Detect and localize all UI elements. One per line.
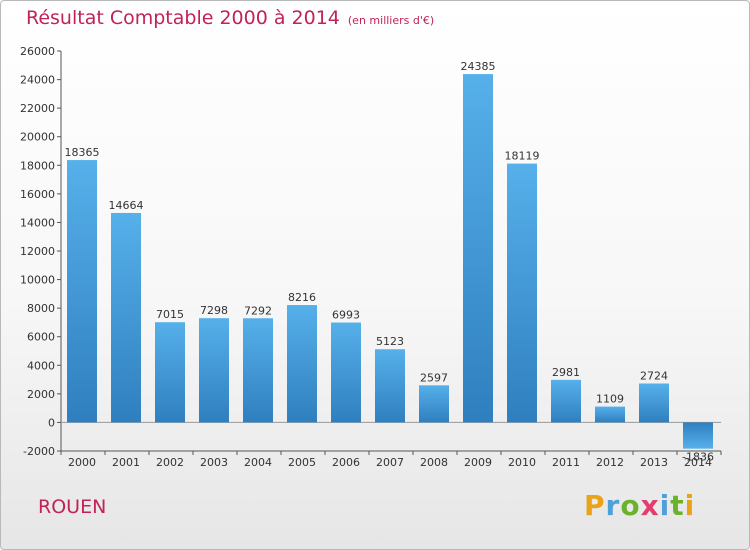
x-axis-ticks: 2000 2001 2002 2003 2004 2005 2006 2007 2008 2009… xyxy=(60,451,722,469)
bar-2011 xyxy=(551,379,581,423)
y-tick-label: 10000 xyxy=(20,274,55,287)
proxiti-logo[interactable]: Proxiti xyxy=(584,489,695,522)
y-axis-ticks: -2000 0 2000 4000 6000 8000 10000 12000 14000 160… xyxy=(20,45,61,458)
logo-letter: i xyxy=(684,489,696,522)
y-tick-label: -2000 xyxy=(23,445,55,458)
x-tick-label: 2002 xyxy=(156,456,184,469)
bar-value-label: 8216 xyxy=(288,291,316,304)
x-tick-label: 2003 xyxy=(200,456,228,469)
bar-value-labels: 18365 14664 7015 7298 7292 8216 6993 5123 2597 24… xyxy=(65,60,714,464)
bar-2008 xyxy=(419,385,449,423)
bar-2006 xyxy=(331,322,361,423)
bar-2004 xyxy=(243,318,273,423)
logo-letter: i xyxy=(659,489,671,522)
x-tick-label: 2014 xyxy=(684,456,712,469)
bar-2009 xyxy=(463,74,493,423)
bar-value-label: 14664 xyxy=(109,199,144,212)
bar-2014 xyxy=(683,422,713,449)
y-tick-label: 0 xyxy=(48,416,55,429)
x-tick-label: 2000 xyxy=(68,456,96,469)
x-tick-label: 2005 xyxy=(288,456,316,469)
bar-2000 xyxy=(67,160,97,423)
bar-2007 xyxy=(375,349,405,423)
bar-value-label: 18119 xyxy=(505,150,540,163)
bar-2003 xyxy=(199,318,229,423)
bar-value-label: 2724 xyxy=(640,370,668,383)
bar-value-label: 18365 xyxy=(65,146,100,159)
x-tick-label: 2009 xyxy=(464,456,492,469)
location-name: ROUEN xyxy=(38,496,107,518)
logo-letter: o xyxy=(620,489,641,522)
y-tick-label: 22000 xyxy=(20,102,55,115)
y-tick-label: 26000 xyxy=(20,45,55,58)
logo-letter: r xyxy=(605,489,621,522)
logo-letter: t xyxy=(670,489,685,522)
logo-letter: P xyxy=(584,489,606,522)
y-tick-label: 6000 xyxy=(27,331,55,344)
x-tick-label: 2004 xyxy=(244,456,272,469)
bar-2013 xyxy=(639,383,669,423)
bar-value-label: -1836 xyxy=(682,451,714,464)
bar-value-label: 5123 xyxy=(376,335,404,348)
x-tick-label: 2012 xyxy=(596,456,624,469)
bar-value-label: 2981 xyxy=(552,366,580,379)
bar-2002 xyxy=(155,322,185,423)
x-tick-label: 2007 xyxy=(376,456,404,469)
bar-value-label: 1109 xyxy=(596,393,624,406)
bar-value-label: 24385 xyxy=(461,60,496,73)
bar-2010 xyxy=(507,163,537,423)
chart-title: Résultat Comptable 2000 à 2014 xyxy=(26,7,340,29)
x-tick-label: 2001 xyxy=(112,456,140,469)
y-tick-label: 12000 xyxy=(20,245,55,258)
y-tick-label: 24000 xyxy=(20,74,55,87)
bar-2012 xyxy=(595,406,625,423)
logo-letter: x xyxy=(640,489,660,522)
bar-series xyxy=(67,74,713,449)
y-tick-label: 18000 xyxy=(20,159,55,172)
x-tick-label: 2008 xyxy=(420,456,448,469)
x-tick-label: 2011 xyxy=(552,456,580,469)
bar-value-label: 7292 xyxy=(244,304,272,317)
y-tick-label: 20000 xyxy=(20,131,55,144)
bar-2001 xyxy=(111,212,141,423)
y-tick-label: 8000 xyxy=(27,302,55,315)
chart-subtitle: (en milliers d'€) xyxy=(347,14,435,27)
x-tick-label: 2010 xyxy=(508,456,536,469)
bar-value-label: 6993 xyxy=(332,309,360,322)
bar-2005 xyxy=(287,305,317,423)
y-tick-label: 14000 xyxy=(20,216,55,229)
bar-value-label: 7015 xyxy=(156,308,184,321)
x-tick-label: 2006 xyxy=(332,456,360,469)
x-tick-label: 2013 xyxy=(640,456,668,469)
y-tick-label: 16000 xyxy=(20,188,55,201)
bar-value-label: 7298 xyxy=(200,304,228,317)
chart-title-block: Résultat Comptable 2000 à 2014 (en millie… xyxy=(26,7,434,29)
bar-value-label: 2597 xyxy=(420,371,448,384)
y-tick-label: 4000 xyxy=(27,359,55,372)
y-tick-label: 2000 xyxy=(27,388,55,401)
